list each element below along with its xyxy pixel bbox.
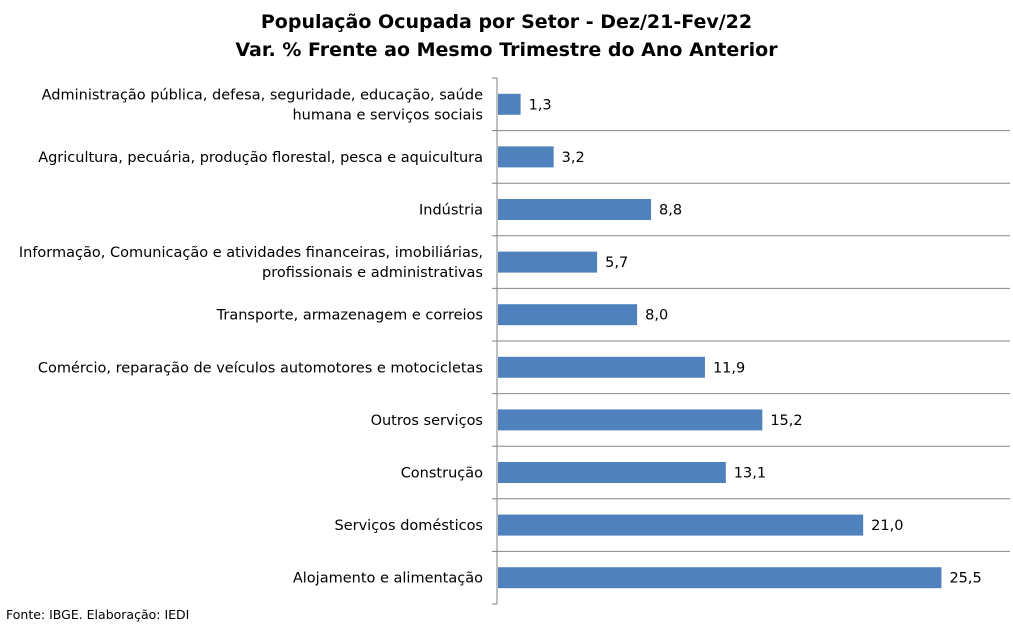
category-label-line: Indústria bbox=[419, 203, 483, 219]
category-label: Transporte, armazenagem e correios bbox=[216, 308, 483, 324]
data-label: 21,0 bbox=[871, 518, 903, 534]
category-label: Administração pública, defesa, seguridad… bbox=[42, 87, 483, 123]
bar bbox=[498, 304, 638, 326]
category-label: Agricultura, pecuária, produção floresta… bbox=[38, 150, 483, 166]
data-label: 8,0 bbox=[645, 308, 668, 324]
bar bbox=[498, 462, 726, 483]
bar bbox=[498, 199, 652, 220]
chart-title: População Ocupada por Setor - Dez/21-Fev… bbox=[0, 8, 1013, 64]
category-label-line: Informação, Comunicação e atividades fin… bbox=[19, 245, 483, 261]
bar bbox=[498, 93, 521, 115]
bar bbox=[498, 409, 763, 431]
category-label-line: Alojamento e alimentação bbox=[293, 571, 483, 587]
category-label-line: Outros serviços bbox=[371, 413, 483, 429]
category-label: Outros serviços bbox=[371, 413, 483, 429]
category-label: Informação, Comunicação e atividades fin… bbox=[19, 245, 483, 281]
category-label-line: Construção bbox=[401, 466, 483, 482]
category-label-line: Comércio, reparação de veículos automoto… bbox=[38, 360, 483, 376]
category-label-line: Serviços domésticos bbox=[335, 518, 484, 534]
category-label-line: profissionais e administrativas bbox=[262, 265, 483, 281]
bar bbox=[498, 567, 942, 589]
category-label-line: Transporte, armazenagem e correios bbox=[216, 308, 483, 324]
data-label: 8,8 bbox=[659, 203, 682, 219]
data-label: 3,2 bbox=[562, 150, 585, 166]
data-label: 5,7 bbox=[605, 255, 628, 271]
data-label: 15,2 bbox=[770, 413, 802, 429]
data-label: 25,5 bbox=[949, 571, 981, 587]
category-label: Comércio, reparação de veículos automoto… bbox=[38, 360, 483, 376]
category-label-line: humana e serviços sociais bbox=[292, 107, 483, 123]
bar bbox=[498, 514, 864, 536]
grid-layer bbox=[492, 77, 1010, 605]
label-layer: 1,3 Administração pública, defesa, seguri… bbox=[19, 87, 982, 586]
category-label: Construção bbox=[401, 466, 483, 482]
bar bbox=[498, 146, 554, 168]
chart-title-line-2: Var. % Frente ao Mesmo Trimestre do Ano … bbox=[235, 39, 778, 61]
bar-layer bbox=[498, 93, 942, 589]
category-label-line: Administração pública, defesa, seguridad… bbox=[42, 87, 483, 103]
bar bbox=[498, 251, 598, 273]
category-label-line: Agricultura, pecuária, produção floresta… bbox=[38, 150, 483, 166]
data-label: 13,1 bbox=[734, 466, 766, 482]
category-label: Indústria bbox=[419, 203, 483, 219]
chart-title-line-1: População Ocupada por Setor - Dez/21-Fev… bbox=[260, 11, 753, 33]
category-label: Serviços domésticos bbox=[335, 518, 484, 534]
category-label: Alojamento e alimentação bbox=[293, 571, 483, 587]
bar bbox=[498, 356, 705, 378]
data-label: 1,3 bbox=[529, 97, 552, 113]
data-label: 11,9 bbox=[713, 360, 745, 376]
source-note: Fonte: IBGE. Elaboração: IEDI bbox=[6, 607, 190, 622]
